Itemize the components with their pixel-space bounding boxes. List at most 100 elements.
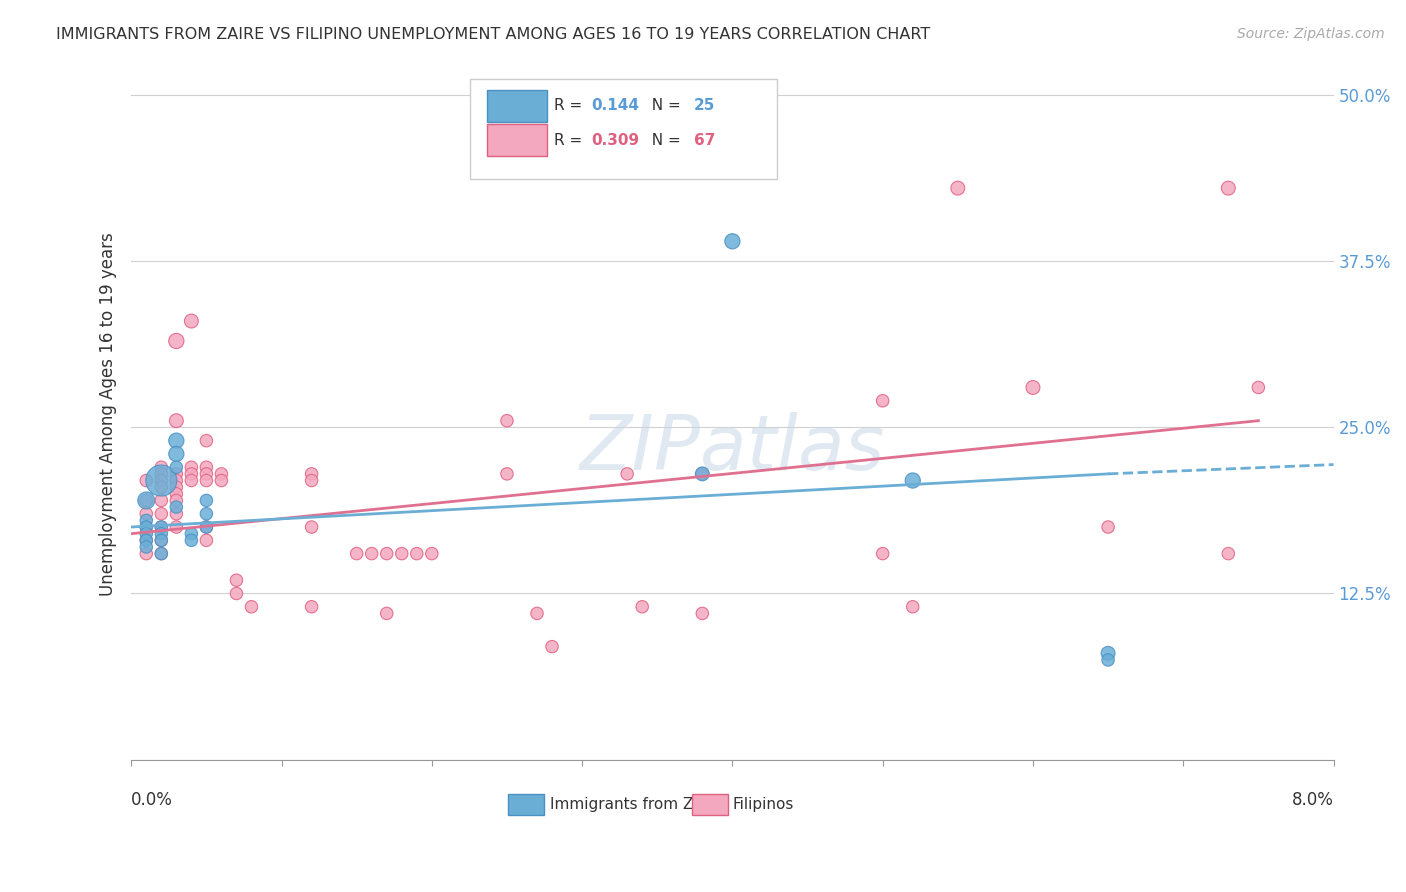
Text: 0.144: 0.144 (592, 98, 640, 113)
Point (1218, 547, 1240, 561)
Text: N =: N = (643, 98, 686, 113)
Point (225, 586, 247, 600)
Point (180, 526, 202, 541)
Point (180, 314, 202, 328)
Point (165, 434, 187, 448)
Point (420, 547, 443, 561)
Text: 0.0%: 0.0% (131, 790, 173, 809)
Text: ZIPatlas: ZIPatlas (579, 411, 884, 485)
Point (301, 467, 323, 481)
Point (150, 480, 173, 494)
Point (180, 467, 202, 481)
Point (692, 467, 714, 481)
Point (165, 414, 187, 428)
Point (165, 520, 187, 534)
Point (391, 547, 413, 561)
Point (165, 480, 187, 494)
Point (150, 520, 173, 534)
Point (165, 460, 187, 475)
Text: Filipinos: Filipinos (733, 797, 794, 812)
Point (135, 520, 157, 534)
Point (165, 507, 187, 521)
Point (496, 414, 519, 428)
Point (946, 181, 969, 195)
Point (135, 507, 157, 521)
FancyBboxPatch shape (486, 125, 547, 156)
Point (135, 533, 157, 548)
Text: 8.0%: 8.0% (1292, 790, 1333, 809)
Point (135, 493, 157, 508)
Point (301, 474, 323, 488)
Point (692, 607, 714, 621)
FancyBboxPatch shape (486, 90, 547, 121)
Point (240, 599, 263, 614)
Point (195, 467, 218, 481)
Point (526, 607, 548, 621)
Point (375, 607, 398, 621)
Point (165, 467, 187, 481)
Point (901, 474, 924, 488)
Point (150, 547, 173, 561)
Point (616, 467, 638, 481)
Point (195, 507, 218, 521)
Point (1218, 181, 1240, 195)
Point (1022, 380, 1045, 394)
Point (1097, 653, 1119, 667)
Point (135, 547, 157, 561)
Point (225, 573, 247, 587)
Point (631, 599, 654, 614)
Text: N =: N = (643, 133, 686, 148)
Point (135, 520, 157, 534)
Point (301, 599, 323, 614)
Point (150, 460, 173, 475)
Point (150, 533, 173, 548)
Point (150, 474, 173, 488)
Text: 0.309: 0.309 (592, 133, 640, 148)
Point (195, 474, 218, 488)
Point (195, 434, 218, 448)
Point (165, 474, 187, 488)
Point (496, 467, 519, 481)
FancyBboxPatch shape (508, 794, 544, 815)
Text: R =: R = (554, 98, 588, 113)
Point (180, 474, 202, 488)
Point (721, 235, 744, 249)
FancyBboxPatch shape (692, 794, 727, 815)
Point (872, 547, 894, 561)
Point (150, 474, 173, 488)
Point (209, 474, 232, 488)
Point (1097, 646, 1119, 660)
Text: 25: 25 (695, 98, 716, 113)
Point (872, 393, 894, 408)
Point (135, 513, 157, 527)
Point (150, 520, 173, 534)
Text: IMMIGRANTS FROM ZAIRE VS FILIPINO UNEMPLOYMENT AMONG AGES 16 TO 19 YEARS CORRELA: IMMIGRANTS FROM ZAIRE VS FILIPINO UNEMPL… (56, 27, 931, 42)
Text: Immigrants from Zaire: Immigrants from Zaire (550, 797, 723, 812)
Point (360, 547, 382, 561)
Point (692, 467, 714, 481)
Point (150, 526, 173, 541)
Point (195, 460, 218, 475)
Text: 67: 67 (695, 133, 716, 148)
Point (135, 533, 157, 548)
FancyBboxPatch shape (470, 78, 778, 179)
Point (180, 533, 202, 548)
Point (1247, 380, 1270, 394)
Point (135, 493, 157, 508)
Point (209, 467, 232, 481)
Point (150, 467, 173, 481)
Point (195, 520, 218, 534)
Point (150, 507, 173, 521)
Point (1097, 520, 1119, 534)
Point (180, 460, 202, 475)
Text: Source: ZipAtlas.com: Source: ZipAtlas.com (1237, 27, 1385, 41)
Point (150, 493, 173, 508)
Point (165, 334, 187, 348)
Point (165, 500, 187, 514)
Y-axis label: Unemployment Among Ages 16 to 19 years: Unemployment Among Ages 16 to 19 years (100, 232, 117, 596)
Point (150, 533, 173, 548)
Point (541, 640, 564, 654)
Point (150, 547, 173, 561)
Point (195, 493, 218, 508)
Point (301, 520, 323, 534)
